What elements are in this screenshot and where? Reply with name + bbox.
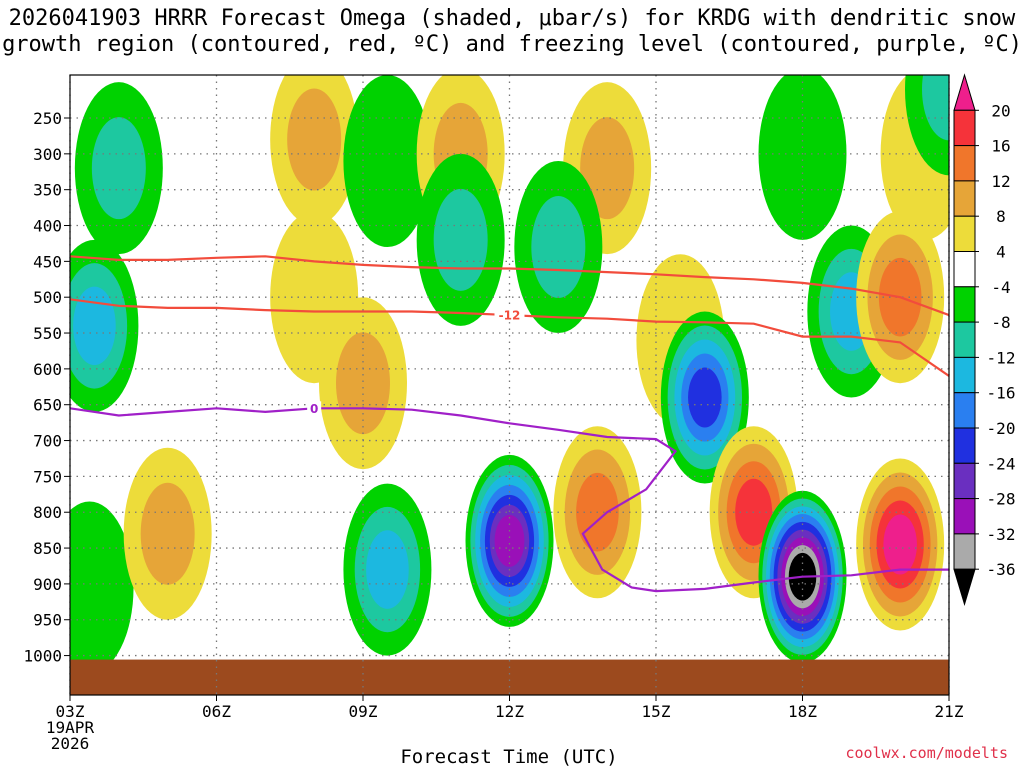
omega-cell-7-1 <box>336 332 390 435</box>
omega-shading <box>70 75 949 674</box>
colorbar-bin-13 <box>953 533 976 570</box>
colorbar-label--24: -24 <box>987 454 1016 473</box>
omega-cell-13-1 <box>531 196 586 299</box>
y-tick-label-600: 600 <box>33 360 62 379</box>
colorbar-bin-9 <box>953 392 976 429</box>
y-tick-label-350: 350 <box>33 181 62 200</box>
y-tick-label-300: 300 <box>33 145 62 164</box>
colorbar-label--36: -36 <box>987 560 1016 579</box>
y-tick-label-850: 850 <box>33 539 62 558</box>
colorbar-label--4: -4 <box>991 278 1010 297</box>
omega-cell-9-1 <box>433 188 488 291</box>
omega-cell-3-1 <box>140 482 195 585</box>
omega-cell-4-1 <box>287 88 342 191</box>
omega-cell-12-1 <box>580 117 635 220</box>
colorbar-label-4: 4 <box>996 243 1006 262</box>
contour-label-dgz_-12C: -12 <box>499 309 521 323</box>
omega-cell-2-0 <box>70 501 134 674</box>
contour-freezing_0C <box>70 407 949 593</box>
omega-cell-10-6 <box>494 514 525 567</box>
colorbar-bin-12 <box>953 498 976 535</box>
colorbar-label-8: 8 <box>996 207 1006 226</box>
chart-title-line-2: growth region (contoured, red, ºC) and f… <box>2 32 1022 57</box>
colorbar-label--12: -12 <box>987 348 1016 367</box>
colorbar-label-20: 20 <box>991 101 1010 120</box>
y-tick-label-900: 900 <box>33 575 62 594</box>
colorbar-label-12: 12 <box>991 172 1010 191</box>
contour-label-freezing_0C: 0 <box>310 402 318 416</box>
x-tick-label-12Z: 12Z <box>495 702 524 721</box>
plot-area: -12 0 <box>69 75 950 695</box>
colorbar-bin-2 <box>953 145 976 182</box>
colorbar-label--32: -32 <box>987 525 1016 544</box>
omega-cell-22-4 <box>883 514 917 575</box>
y-tick-label-1000: 1000 <box>23 647 62 666</box>
colorbar: 20 16 12 8 4 -4 -8 -12 -16 -20 -24 -28 -32 -36 <box>953 73 1016 606</box>
omega-cell-24-1 <box>922 75 949 141</box>
omega-cell-16-4 <box>688 367 722 428</box>
y-tick-label-750: 750 <box>33 467 62 486</box>
colorbar-bin-0 <box>953 73 976 111</box>
x-tick-label-06Z: 06Z <box>202 702 231 721</box>
colorbar-bin-1 <box>953 109 976 147</box>
omega-cell-0-1 <box>91 117 146 220</box>
colorbar-bin-3 <box>953 180 976 217</box>
x-axis-label: Forecast Time (UTC) <box>400 746 617 768</box>
x-tick-label-21Z: 21Z <box>935 702 964 721</box>
colorbar-bin-6 <box>953 286 976 323</box>
omega-cell-19-0 <box>758 75 847 240</box>
colorbar-bin-10 <box>953 427 976 464</box>
colorbar-label--8: -8 <box>991 313 1010 332</box>
y-tick-label-650: 650 <box>33 396 62 415</box>
contour-dgz_upper <box>70 255 949 317</box>
chart-title-line-1: 2026041903 HRRR Forecast Omega (shaded, … <box>8 6 1016 31</box>
y-tick-label-950: 950 <box>33 611 62 630</box>
omega-cell-1-2 <box>73 286 116 366</box>
y-tick-label-500: 500 <box>33 288 62 307</box>
colorbar-bin-14 <box>953 568 976 606</box>
y-tick-label-700: 700 <box>33 432 62 451</box>
y-tick-label-550: 550 <box>33 324 62 343</box>
x-tick-label-03Z: 03Z <box>56 702 85 721</box>
colorbar-bin-5 <box>953 251 976 288</box>
axes: 250 300 350 400 450 500 550 600 650 700 750 800 850 9… <box>23 74 964 753</box>
colorbar-label--16: -16 <box>987 384 1016 403</box>
y-tick-label-450: 450 <box>33 252 62 271</box>
contour-label-bg-dgz_-12C <box>494 308 525 323</box>
omega-cell-11-2 <box>366 530 409 609</box>
x-tick-label-09Z: 09Z <box>349 702 378 721</box>
terrain-strip <box>70 659 949 695</box>
colorbar-label--28: -28 <box>987 490 1016 509</box>
x-tick-label-15Z: 15Z <box>642 702 671 721</box>
colorbar-label--20: -20 <box>987 419 1016 438</box>
colorbar-bin-11 <box>953 462 976 500</box>
credit-link[interactable]: coolwx.com/modelts <box>845 744 1008 762</box>
x-tick-label-18Z: 18Z <box>788 702 817 721</box>
colorbar-bin-8 <box>953 356 976 394</box>
colorbar-bin-4 <box>953 215 976 252</box>
colorbar-label-16: 16 <box>991 137 1010 156</box>
x-date-label-0: 19APR <box>46 718 95 737</box>
colorbar-bin-7 <box>953 321 976 358</box>
y-tick-label-800: 800 <box>33 503 62 522</box>
y-tick-label-400: 400 <box>33 217 62 236</box>
contour-label-bg-freezing_0C <box>307 401 322 416</box>
x-date-label-1: 2026 <box>51 734 90 753</box>
y-tick-label-250: 250 <box>33 109 62 128</box>
contours: -12 0 <box>70 255 949 593</box>
